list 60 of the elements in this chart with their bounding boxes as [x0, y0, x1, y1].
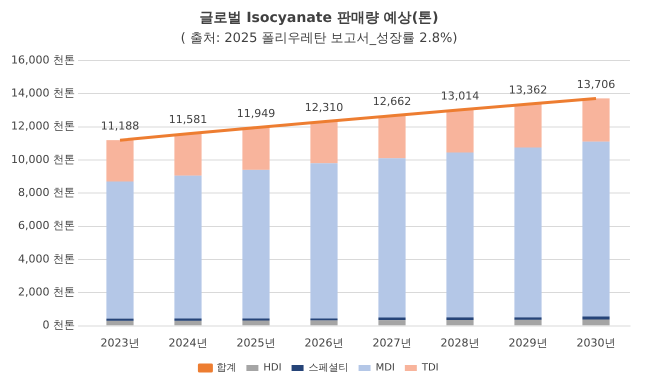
legend-label: 스페셜티 — [308, 362, 349, 374]
bar — [514, 317, 542, 320]
bar — [174, 320, 202, 326]
data-label: 11,949 — [236, 106, 276, 120]
data-label: 13,014 — [440, 89, 480, 102]
bar — [582, 316, 610, 320]
chart-subtitle: ( 출처: 2025 폴리우레탄 보고서_성장률 2.8%) — [180, 30, 458, 46]
bar — [106, 140, 134, 182]
bar — [378, 116, 406, 158]
chart-title: 글로벌 Isocyanate 판매량 예상(톤) — [199, 10, 439, 26]
bar — [446, 152, 474, 318]
data-label: 12,310 — [304, 100, 344, 114]
bar — [446, 317, 474, 320]
bar — [582, 98, 610, 142]
bar — [242, 128, 270, 170]
y-tick-label: 12,000 천톤 — [10, 120, 75, 133]
data-label: 11,188 — [100, 120, 140, 133]
y-tick-label: 6,000 천톤 — [18, 219, 75, 232]
bar — [446, 320, 474, 326]
bar — [242, 320, 270, 326]
bar — [378, 318, 406, 320]
bar — [174, 134, 202, 176]
x-tick-label: 2023년 — [100, 336, 140, 350]
bar — [106, 320, 134, 326]
x-tick-label: 2029년 — [508, 336, 548, 350]
data-label: 13,362 — [508, 84, 548, 97]
x-tick-label: 2024년 — [168, 336, 208, 350]
x-tick-label: 2026년 — [304, 336, 344, 350]
bar — [310, 163, 338, 318]
bar — [582, 142, 610, 317]
data-label: 11,581 — [168, 113, 208, 126]
y-tick-label: 16,000 천톤 — [10, 53, 75, 66]
x-tick-label: 2027년 — [372, 336, 412, 350]
bar — [582, 319, 610, 326]
bar — [310, 320, 338, 326]
bar — [378, 158, 406, 318]
bar — [174, 176, 202, 318]
data-label: 12,662 — [372, 95, 412, 108]
legend-label: HDI — [263, 362, 282, 374]
y-tick-label: 8,000 천톤 — [18, 186, 75, 199]
data-label: 13,706 — [576, 78, 616, 91]
bar — [514, 147, 542, 318]
y-tick-label: 0 천톤 — [42, 318, 75, 332]
y-tick-label: 14,000 천톤 — [10, 86, 75, 100]
legend-label: TDI — [420, 362, 439, 374]
bar — [378, 320, 406, 326]
bar — [446, 110, 474, 152]
x-tick-label: 2028년 — [440, 336, 480, 350]
y-tick-label: 10,000 천톤 — [10, 152, 75, 166]
x-tick-label: 2030년 — [576, 336, 616, 350]
x-tick-label: 2025년 — [236, 336, 276, 350]
y-tick-label: 4,000 천톤 — [18, 252, 75, 266]
bar — [310, 122, 338, 164]
legend-label: 합계 — [216, 362, 236, 374]
legend-label: MDI — [376, 362, 395, 374]
bar — [514, 320, 542, 326]
bar — [106, 181, 134, 319]
y-tick-label: 2,000 천톤 — [18, 285, 75, 298]
bar — [242, 170, 270, 318]
bar — [514, 104, 542, 148]
